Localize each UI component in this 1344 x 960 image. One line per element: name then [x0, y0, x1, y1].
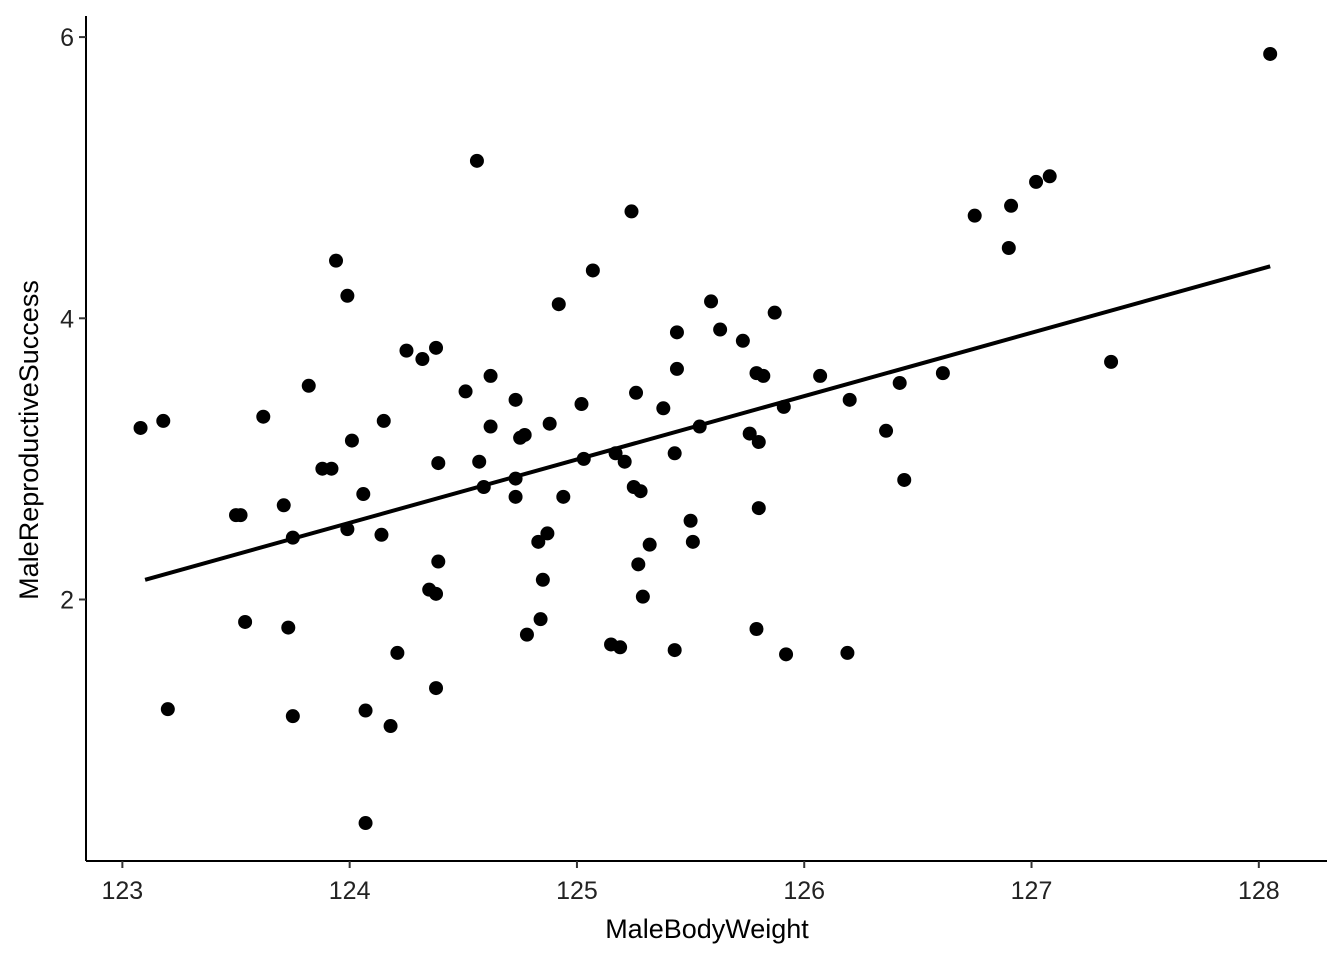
point [429, 340, 444, 355]
point [624, 204, 639, 219]
point [133, 420, 148, 435]
point [735, 333, 750, 348]
point [508, 489, 523, 504]
point [742, 426, 757, 441]
x-tick-label: 125 [556, 877, 598, 905]
point [281, 620, 296, 635]
point [635, 589, 650, 604]
point [356, 487, 371, 502]
point [574, 397, 589, 412]
point [667, 446, 682, 461]
point [340, 288, 355, 303]
point [617, 454, 632, 469]
point [160, 702, 175, 717]
point [329, 253, 344, 268]
point [285, 709, 300, 724]
point [629, 385, 644, 400]
x-tick-label: 127 [1011, 877, 1053, 905]
point [897, 472, 912, 487]
y-axis-title: MaleReproductiveSuccess [14, 280, 44, 600]
point [704, 294, 719, 309]
point [431, 456, 446, 471]
point [324, 461, 339, 476]
point [813, 368, 828, 383]
x-tick-label: 128 [1238, 877, 1280, 905]
point [1042, 169, 1057, 184]
point [1104, 354, 1119, 369]
point [551, 297, 566, 312]
point [751, 435, 766, 450]
point [301, 378, 316, 393]
x-tick-label: 126 [783, 877, 825, 905]
point [667, 643, 682, 658]
point [685, 534, 700, 549]
point [879, 423, 894, 438]
point [613, 640, 628, 655]
point [1004, 198, 1019, 213]
point [967, 208, 982, 223]
point [935, 366, 950, 381]
point [256, 409, 271, 424]
point [767, 305, 782, 320]
point [633, 484, 648, 499]
point [533, 612, 548, 627]
point [469, 153, 484, 168]
fit-line [144, 264, 1271, 582]
point [383, 719, 398, 734]
point [535, 572, 550, 587]
x-tick-label: 123 [102, 877, 144, 905]
point [344, 433, 359, 448]
y-tick-label: 6 [60, 24, 74, 52]
point [517, 427, 532, 442]
point [779, 647, 794, 662]
point [642, 537, 657, 552]
point [840, 645, 855, 660]
point [542, 416, 557, 431]
point [683, 513, 698, 528]
point [429, 586, 444, 601]
point [458, 384, 473, 399]
point [156, 413, 171, 428]
point [374, 527, 389, 542]
point [531, 534, 546, 549]
point [749, 622, 764, 637]
point [429, 681, 444, 696]
point [399, 343, 414, 358]
point [508, 392, 523, 407]
point [713, 322, 728, 337]
point [415, 352, 430, 367]
point [276, 498, 291, 513]
point [519, 627, 534, 642]
point [483, 419, 498, 434]
point [656, 401, 671, 416]
point [233, 508, 248, 523]
point [540, 526, 555, 541]
point [669, 361, 684, 376]
point [751, 501, 766, 516]
point [892, 375, 907, 390]
point [431, 554, 446, 569]
point [1029, 174, 1044, 189]
point [472, 454, 487, 469]
point [376, 413, 391, 428]
point [238, 614, 253, 629]
point [358, 816, 373, 831]
point [1263, 46, 1278, 61]
point [390, 645, 405, 660]
x-axis-title: MaleBodyWeight [605, 914, 809, 944]
point [669, 325, 684, 340]
y-tick-label: 2 [60, 586, 74, 614]
point [585, 263, 600, 278]
point [556, 489, 571, 504]
point [756, 368, 771, 383]
x-tick-label: 124 [329, 877, 371, 905]
point [483, 368, 498, 383]
point [631, 557, 646, 572]
point [1001, 240, 1016, 255]
point [358, 703, 373, 718]
y-tick-label: 4 [60, 305, 74, 333]
point [842, 392, 857, 407]
